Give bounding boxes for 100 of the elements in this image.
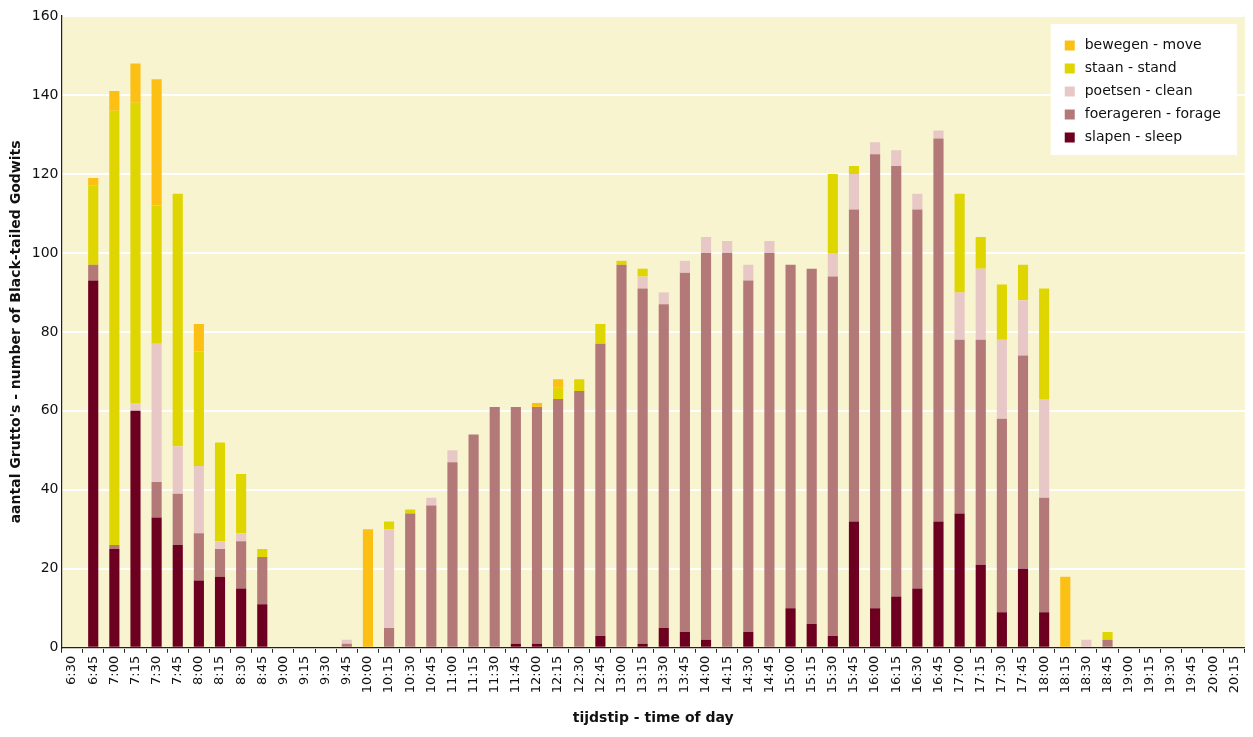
bar — [341, 639, 352, 644]
x-tick-label: 19:45 — [1183, 655, 1199, 694]
bar — [954, 193, 965, 293]
bar — [236, 533, 247, 542]
bar — [1039, 497, 1050, 613]
bar — [1017, 264, 1029, 301]
bar — [827, 635, 838, 647]
bar — [1039, 612, 1050, 647]
bar — [996, 612, 1007, 647]
bar — [764, 241, 775, 253]
bar — [743, 280, 754, 632]
x-tick-label: 12:15 — [549, 655, 565, 694]
bar — [658, 304, 669, 628]
bar — [383, 521, 395, 530]
bar — [193, 580, 204, 647]
x-tick-label: 18:30 — [1077, 655, 1093, 694]
bar — [172, 193, 183, 447]
x-tick-label: 18:00 — [1035, 655, 1051, 694]
legend-label: bewegen - move — [1084, 36, 1202, 53]
bar — [447, 462, 458, 647]
bar — [996, 284, 1007, 340]
x-tick-label: 7:15 — [126, 655, 142, 685]
bar — [553, 398, 564, 647]
legend-label: foerageren - forage — [1084, 105, 1221, 122]
bar — [109, 549, 120, 647]
bar — [383, 529, 395, 628]
x-tick-label: 8:15 — [211, 655, 227, 685]
bar — [700, 237, 712, 253]
x-tick-label: 11:30 — [486, 655, 502, 694]
x-tick-label: 19:15 — [1141, 655, 1157, 694]
x-tick-label: 8:00 — [190, 655, 206, 685]
bar — [954, 339, 965, 514]
legend-label: slapen - sleep — [1084, 128, 1183, 145]
bar — [616, 264, 627, 647]
bar — [1102, 639, 1113, 647]
bar — [172, 493, 183, 546]
x-tick-label: 17:00 — [950, 655, 966, 694]
x-tick-label: 6:30 — [63, 655, 79, 685]
bar — [870, 608, 881, 647]
y-tick-label: 120 — [31, 164, 59, 181]
bar — [891, 166, 902, 597]
bar — [722, 241, 733, 253]
bar — [236, 474, 247, 534]
bar — [785, 608, 796, 647]
x-tick-label: 10:00 — [359, 655, 375, 694]
bar — [954, 292, 965, 340]
bar — [996, 418, 1007, 613]
x-tick-label: 10:45 — [422, 655, 438, 694]
bar — [1039, 288, 1050, 399]
x-tick-label: 15:30 — [824, 655, 840, 694]
x-tick-label: 12:00 — [528, 655, 544, 694]
x-tick-label: 12:45 — [591, 655, 607, 694]
bar — [700, 639, 712, 647]
y-tick-label: 0 — [49, 638, 59, 655]
bar — [109, 545, 120, 550]
bar — [510, 643, 521, 647]
x-tick-label: 7:00 — [105, 655, 121, 685]
x-tick-label: 11:15 — [464, 655, 480, 694]
bar — [827, 276, 838, 636]
bar — [912, 193, 923, 210]
bar — [574, 379, 585, 392]
y-tick-label: 80 — [40, 322, 59, 339]
legend-label: poetsen - clean — [1084, 82, 1193, 99]
bar — [722, 252, 733, 647]
bar — [447, 450, 458, 463]
bar — [214, 549, 226, 577]
bar — [531, 406, 543, 644]
bar — [193, 323, 204, 352]
bar — [214, 576, 226, 647]
bar — [700, 252, 712, 640]
x-axis-title: tijdstip - time of day — [572, 709, 734, 726]
bar — [109, 91, 120, 111]
bar — [553, 387, 564, 399]
x-tick-label: 19:30 — [1162, 655, 1178, 694]
bar — [426, 505, 437, 647]
bar — [130, 410, 141, 647]
bar — [88, 185, 99, 265]
x-tick-label: 13:30 — [655, 655, 671, 694]
bar — [679, 631, 690, 647]
bar — [658, 627, 669, 647]
bar — [151, 481, 162, 518]
bar — [975, 268, 986, 340]
bar — [912, 209, 923, 589]
bar — [88, 264, 99, 281]
bar — [996, 339, 1007, 419]
y-tick-label: 40 — [40, 480, 59, 497]
y-tick-label: 160 — [31, 6, 59, 23]
bar — [88, 177, 99, 186]
bar — [679, 272, 690, 632]
bar — [975, 564, 986, 647]
bar — [130, 63, 141, 103]
x-tick-label: 14:30 — [739, 655, 755, 694]
x-tick-label: 17:15 — [972, 655, 988, 694]
bar — [848, 209, 860, 522]
x-tick-label: 7:45 — [169, 655, 185, 685]
bar — [88, 280, 99, 647]
x-tick-label: 14:45 — [760, 655, 776, 694]
bar — [214, 442, 226, 542]
bar — [193, 351, 204, 467]
bar — [891, 150, 902, 167]
